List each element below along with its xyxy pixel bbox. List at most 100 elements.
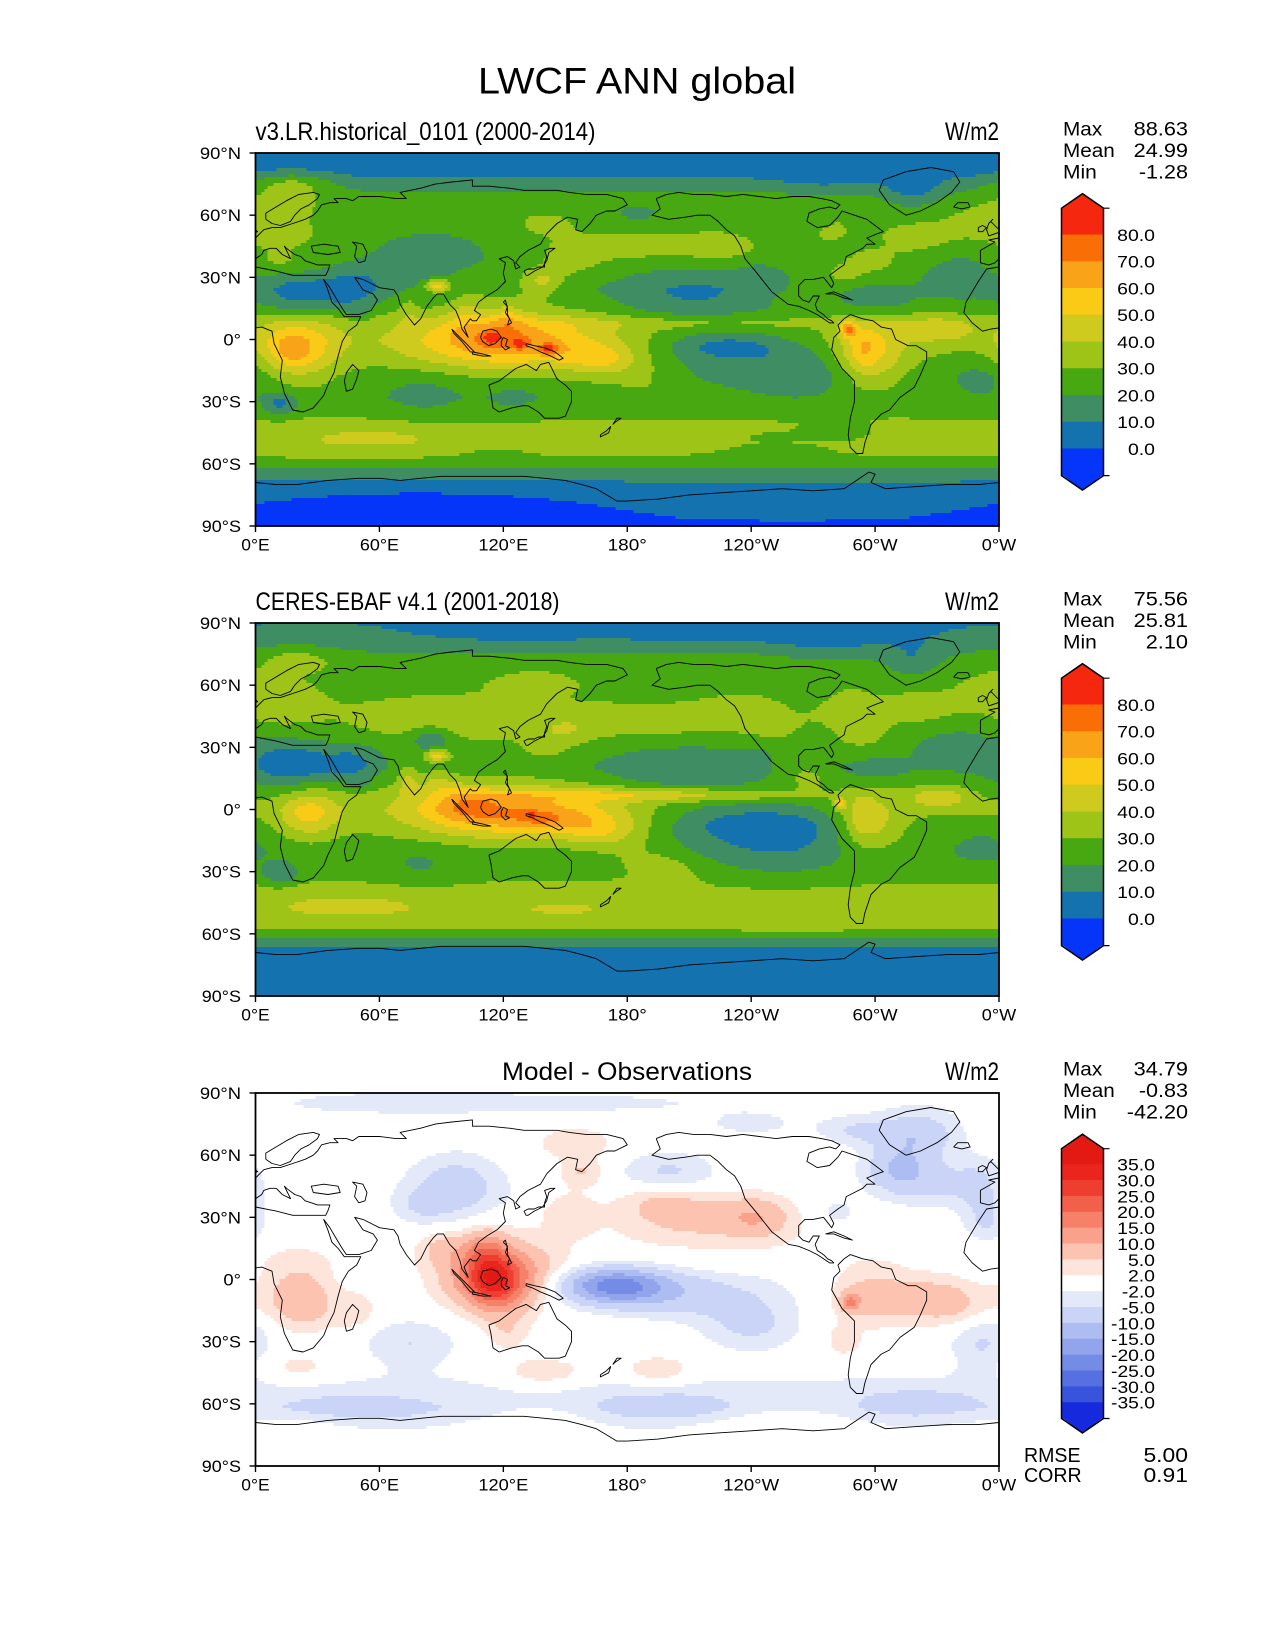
svg-text:-25.0: -25.0 — [1111, 1362, 1155, 1381]
svg-text:120°W: 120°W — [723, 1476, 779, 1495]
svg-text:Mean: Mean — [1063, 611, 1115, 632]
svg-text:-20.0: -20.0 — [1111, 1346, 1155, 1365]
svg-text:LWCF ANN global: LWCF ANN global — [478, 59, 796, 101]
svg-text:Min: Min — [1063, 1103, 1097, 1124]
svg-text:60°E: 60°E — [360, 1006, 399, 1025]
svg-text:60°W: 60°W — [852, 1006, 897, 1025]
svg-text:90°S: 90°S — [202, 1457, 241, 1476]
svg-text:W/m2: W/m2 — [945, 1058, 999, 1086]
svg-text:34.79: 34.79 — [1134, 1059, 1188, 1080]
svg-text:20.0: 20.0 — [1117, 1203, 1155, 1222]
svg-text:35.0: 35.0 — [1117, 1156, 1155, 1175]
svg-text:15.0: 15.0 — [1117, 1219, 1155, 1238]
svg-text:0.0: 0.0 — [1128, 440, 1155, 459]
svg-text:CERES-EBAF v4.1 (2001-2018): CERES-EBAF v4.1 (2001-2018) — [256, 588, 560, 616]
svg-text:30°S: 30°S — [202, 393, 241, 412]
svg-text:40.0: 40.0 — [1117, 333, 1155, 352]
svg-text:30°N: 30°N — [200, 1208, 241, 1227]
svg-text:180°: 180° — [608, 1476, 647, 1495]
svg-text:W/m2: W/m2 — [945, 588, 999, 616]
svg-text:RMSE: RMSE — [1024, 1445, 1081, 1467]
svg-text:0°: 0° — [223, 331, 241, 350]
svg-text:Mean: Mean — [1063, 141, 1115, 162]
svg-text:5.00: 5.00 — [1143, 1445, 1188, 1467]
svg-text:60°S: 60°S — [202, 925, 241, 944]
svg-text:-30.0: -30.0 — [1111, 1378, 1155, 1397]
svg-text:120°E: 120°E — [478, 536, 528, 555]
svg-text:-0.83: -0.83 — [1139, 1081, 1188, 1102]
svg-text:Max: Max — [1063, 589, 1103, 610]
svg-text:60°N: 60°N — [200, 1146, 241, 1165]
svg-text:60°N: 60°N — [200, 206, 241, 225]
svg-text:0°: 0° — [223, 1271, 241, 1290]
svg-text:5.0: 5.0 — [1128, 1251, 1155, 1270]
svg-text:Min: Min — [1063, 633, 1097, 654]
svg-text:90°S: 90°S — [202, 987, 241, 1006]
svg-text:Min: Min — [1063, 163, 1097, 184]
svg-text:0.91: 0.91 — [1143, 1465, 1188, 1487]
svg-text:10.0: 10.0 — [1117, 1235, 1155, 1254]
svg-text:75.56: 75.56 — [1134, 589, 1188, 610]
svg-text:60.0: 60.0 — [1117, 749, 1155, 768]
svg-text:60°E: 60°E — [360, 536, 399, 555]
svg-text:0°E: 0°E — [241, 1006, 269, 1025]
svg-text:30°S: 30°S — [202, 863, 241, 882]
svg-text:90°S: 90°S — [202, 517, 241, 536]
svg-text:180°: 180° — [608, 1006, 647, 1025]
svg-text:80.0: 80.0 — [1117, 226, 1155, 245]
svg-text:90°N: 90°N — [200, 1084, 241, 1103]
svg-text:90°N: 90°N — [200, 144, 241, 163]
svg-text:60.0: 60.0 — [1117, 279, 1155, 298]
svg-text:180°: 180° — [608, 536, 647, 555]
svg-text:24.99: 24.99 — [1134, 141, 1188, 162]
svg-text:70.0: 70.0 — [1117, 253, 1155, 272]
svg-text:60°S: 60°S — [202, 455, 241, 474]
svg-text:10.0: 10.0 — [1117, 413, 1155, 432]
svg-text:0°W: 0°W — [982, 1476, 1016, 1495]
svg-text:Max: Max — [1063, 1059, 1103, 1080]
svg-text:30.0: 30.0 — [1117, 830, 1155, 849]
svg-text:60°N: 60°N — [200, 676, 241, 695]
svg-text:20.0: 20.0 — [1117, 856, 1155, 875]
svg-text:0°E: 0°E — [241, 536, 269, 555]
svg-text:0°W: 0°W — [982, 1006, 1016, 1025]
svg-text:90°N: 90°N — [200, 614, 241, 633]
svg-text:30°S: 30°S — [202, 1333, 241, 1352]
svg-text:10.0: 10.0 — [1117, 883, 1155, 902]
svg-text:0°W: 0°W — [982, 536, 1016, 555]
svg-text:120°E: 120°E — [478, 1476, 528, 1495]
svg-text:120°W: 120°W — [723, 536, 779, 555]
svg-text:-35.0: -35.0 — [1111, 1394, 1155, 1413]
svg-text:50.0: 50.0 — [1117, 776, 1155, 795]
svg-text:120°E: 120°E — [478, 1006, 528, 1025]
svg-text:Mean: Mean — [1063, 1081, 1115, 1102]
svg-text:v3.LR.historical_0101 (2000-20: v3.LR.historical_0101 (2000-2014) — [256, 118, 596, 146]
svg-text:25.81: 25.81 — [1134, 611, 1188, 632]
svg-text:30.0: 30.0 — [1117, 360, 1155, 379]
svg-text:2.10: 2.10 — [1146, 633, 1188, 654]
svg-text:Max: Max — [1063, 119, 1103, 140]
svg-text:50.0: 50.0 — [1117, 306, 1155, 325]
svg-text:0.0: 0.0 — [1128, 910, 1155, 929]
svg-text:70.0: 70.0 — [1117, 723, 1155, 742]
svg-text:88.63: 88.63 — [1134, 119, 1188, 140]
svg-text:60°S: 60°S — [202, 1395, 241, 1414]
svg-text:30°N: 30°N — [200, 738, 241, 757]
svg-text:60°E: 60°E — [360, 1476, 399, 1495]
svg-text:CORR: CORR — [1024, 1465, 1082, 1487]
svg-text:-15.0: -15.0 — [1111, 1330, 1155, 1349]
svg-text:40.0: 40.0 — [1117, 803, 1155, 822]
svg-text:-2.0: -2.0 — [1122, 1283, 1155, 1302]
svg-text:-10.0: -10.0 — [1111, 1314, 1155, 1333]
svg-text:0°E: 0°E — [241, 1476, 269, 1495]
svg-text:30°N: 30°N — [200, 268, 241, 287]
svg-text:120°W: 120°W — [723, 1006, 779, 1025]
svg-text:25.0: 25.0 — [1117, 1187, 1155, 1206]
svg-text:-42.20: -42.20 — [1127, 1103, 1188, 1124]
svg-text:0°: 0° — [223, 801, 241, 820]
svg-text:-1.28: -1.28 — [1139, 163, 1188, 184]
svg-text:W/m2: W/m2 — [945, 118, 999, 146]
svg-text:20.0: 20.0 — [1117, 386, 1155, 405]
svg-text:60°W: 60°W — [852, 536, 897, 555]
svg-text:30.0: 30.0 — [1117, 1171, 1155, 1190]
